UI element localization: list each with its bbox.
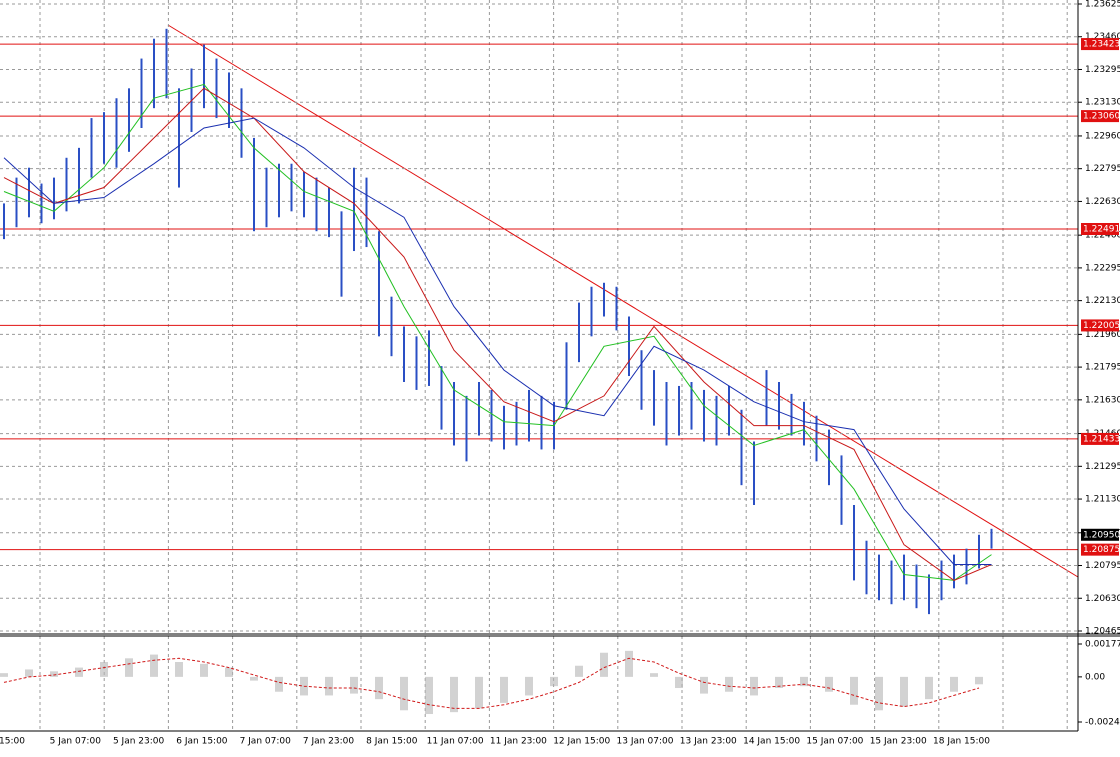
- histogram-bar: [0, 673, 8, 677]
- histogram-bar: [725, 676, 733, 692]
- histogram-bar: [450, 676, 458, 713]
- histogram-bar: [275, 676, 283, 692]
- x-tick-label: 15:00: [0, 737, 25, 747]
- histogram-bar: [975, 676, 983, 685]
- moving-average: [3, 83, 992, 581]
- level-label: 1.22005: [1083, 321, 1120, 331]
- y-tick-label: 1.23460: [1085, 32, 1120, 42]
- histogram-bar: [325, 676, 333, 696]
- signal-line: [3, 657, 980, 709]
- histogram-bar: [150, 654, 158, 677]
- histogram-bar: [950, 676, 958, 692]
- histogram-bar: [200, 663, 208, 677]
- x-tick-label: 6 Jan 15:00: [176, 737, 228, 747]
- y-tick-label: 1.21295: [1085, 462, 1120, 472]
- x-tick-label: 5 Jan 07:00: [50, 737, 102, 747]
- x-tick-label: 5 Jan 23:00: [113, 737, 165, 747]
- histogram-bar: [50, 671, 58, 677]
- y-tick-label: 1.20630: [1085, 594, 1120, 604]
- histogram-bar: [400, 676, 408, 711]
- x-tick-label: 11 Jan 23:00: [490, 737, 547, 747]
- histogram-bar: [800, 676, 808, 687]
- y-tick-label: 0.00: [1085, 672, 1105, 682]
- y-tick-label: 1.21960: [1085, 330, 1120, 340]
- x-tick-label: 8 Jan 15:00: [366, 737, 418, 747]
- histogram-bar: [775, 676, 783, 689]
- histogram-bar: [625, 650, 633, 677]
- x-tick-label: 7 Jan 23:00: [303, 737, 355, 747]
- y-tick-label: 1.22960: [1085, 131, 1120, 141]
- x-tick-label: 12 Jan 15:00: [553, 737, 610, 747]
- histogram-bar: [425, 676, 433, 715]
- level-tag: [1081, 223, 1119, 236]
- histogram-bar: [25, 669, 33, 677]
- histogram-bar: [875, 676, 883, 711]
- level-tag: [1081, 38, 1119, 51]
- current-price-tag: [1081, 528, 1119, 541]
- y-tick-label: 1.22130: [1085, 296, 1120, 306]
- histogram-bar: [125, 658, 133, 677]
- x-tick-label: 13 Jan 07:00: [617, 737, 674, 747]
- histogram-bar: [650, 673, 658, 677]
- current-price-label: 1.20950: [1083, 530, 1120, 540]
- level-tag: [1081, 432, 1119, 445]
- y-tick-label: 1.22630: [1085, 197, 1120, 207]
- histogram-bar: [375, 676, 383, 700]
- level-label: 1.22491: [1083, 225, 1120, 235]
- histogram-bar: [575, 665, 583, 677]
- y-tick-label: 1.23625: [1085, 0, 1120, 10]
- y-tick-label: 1.21795: [1085, 363, 1120, 373]
- y-tick-label: 1.22460: [1085, 231, 1120, 241]
- x-tick-label: 14 Jan 15:00: [743, 737, 800, 747]
- y-tick-label: 1.22295: [1085, 263, 1120, 273]
- histogram-bar: [700, 676, 708, 694]
- level-tag: [1081, 543, 1119, 556]
- y-tick-label: 1.23130: [1085, 98, 1120, 108]
- histogram-bar: [100, 662, 108, 677]
- histogram-bar: [925, 676, 933, 700]
- histogram-bar: [900, 676, 908, 707]
- histogram-bar: [175, 662, 183, 677]
- level-tag: [1081, 110, 1119, 123]
- histogram-bar: [550, 676, 558, 687]
- x-tick-label: 7 Jan 07:00: [240, 737, 292, 747]
- level-tag: [1081, 319, 1119, 332]
- x-tick-label: 15 Jan 07:00: [806, 737, 863, 747]
- histogram-bar: [500, 676, 508, 703]
- histogram-bar: [675, 676, 683, 689]
- x-tick-label: 15 Jan 23:00: [870, 737, 927, 747]
- y-tick-label: 0.00177: [1085, 640, 1120, 650]
- y-tick-label: 1.23295: [1085, 65, 1120, 75]
- y-tick-label: 1.21130: [1085, 495, 1120, 505]
- y-tick-label: 1.20465: [1085, 627, 1120, 637]
- trend-line: [167, 24, 1079, 578]
- histogram-bar: [525, 676, 533, 696]
- histogram-bar: [475, 676, 483, 709]
- histogram-bar: [350, 676, 358, 694]
- y-tick-label: 1.21630: [1085, 395, 1120, 405]
- histogram-bar: [825, 676, 833, 692]
- level-label: 1.20875: [1083, 545, 1120, 555]
- moving-average: [3, 117, 992, 565]
- level-label: 1.23060: [1083, 112, 1120, 122]
- histogram-bar: [850, 676, 858, 705]
- x-tick-label: 11 Jan 07:00: [427, 737, 484, 747]
- histogram-bar: [225, 667, 233, 677]
- y-tick-label: -0.00243: [1085, 718, 1120, 728]
- moving-average: [3, 87, 992, 581]
- histogram-bar: [75, 667, 83, 677]
- y-tick-label: 1.22795: [1085, 164, 1120, 174]
- histogram-bar: [600, 652, 608, 677]
- y-tick-label: 1.20795: [1085, 561, 1120, 571]
- level-label: 1.23423: [1083, 40, 1120, 50]
- histogram-bar: [750, 676, 758, 696]
- histogram-bar: [250, 676, 258, 681]
- x-tick-label: 18 Jan 15:00: [933, 737, 990, 747]
- x-tick-label: 13 Jan 23:00: [680, 737, 737, 747]
- level-label: 1.21433: [1083, 434, 1120, 444]
